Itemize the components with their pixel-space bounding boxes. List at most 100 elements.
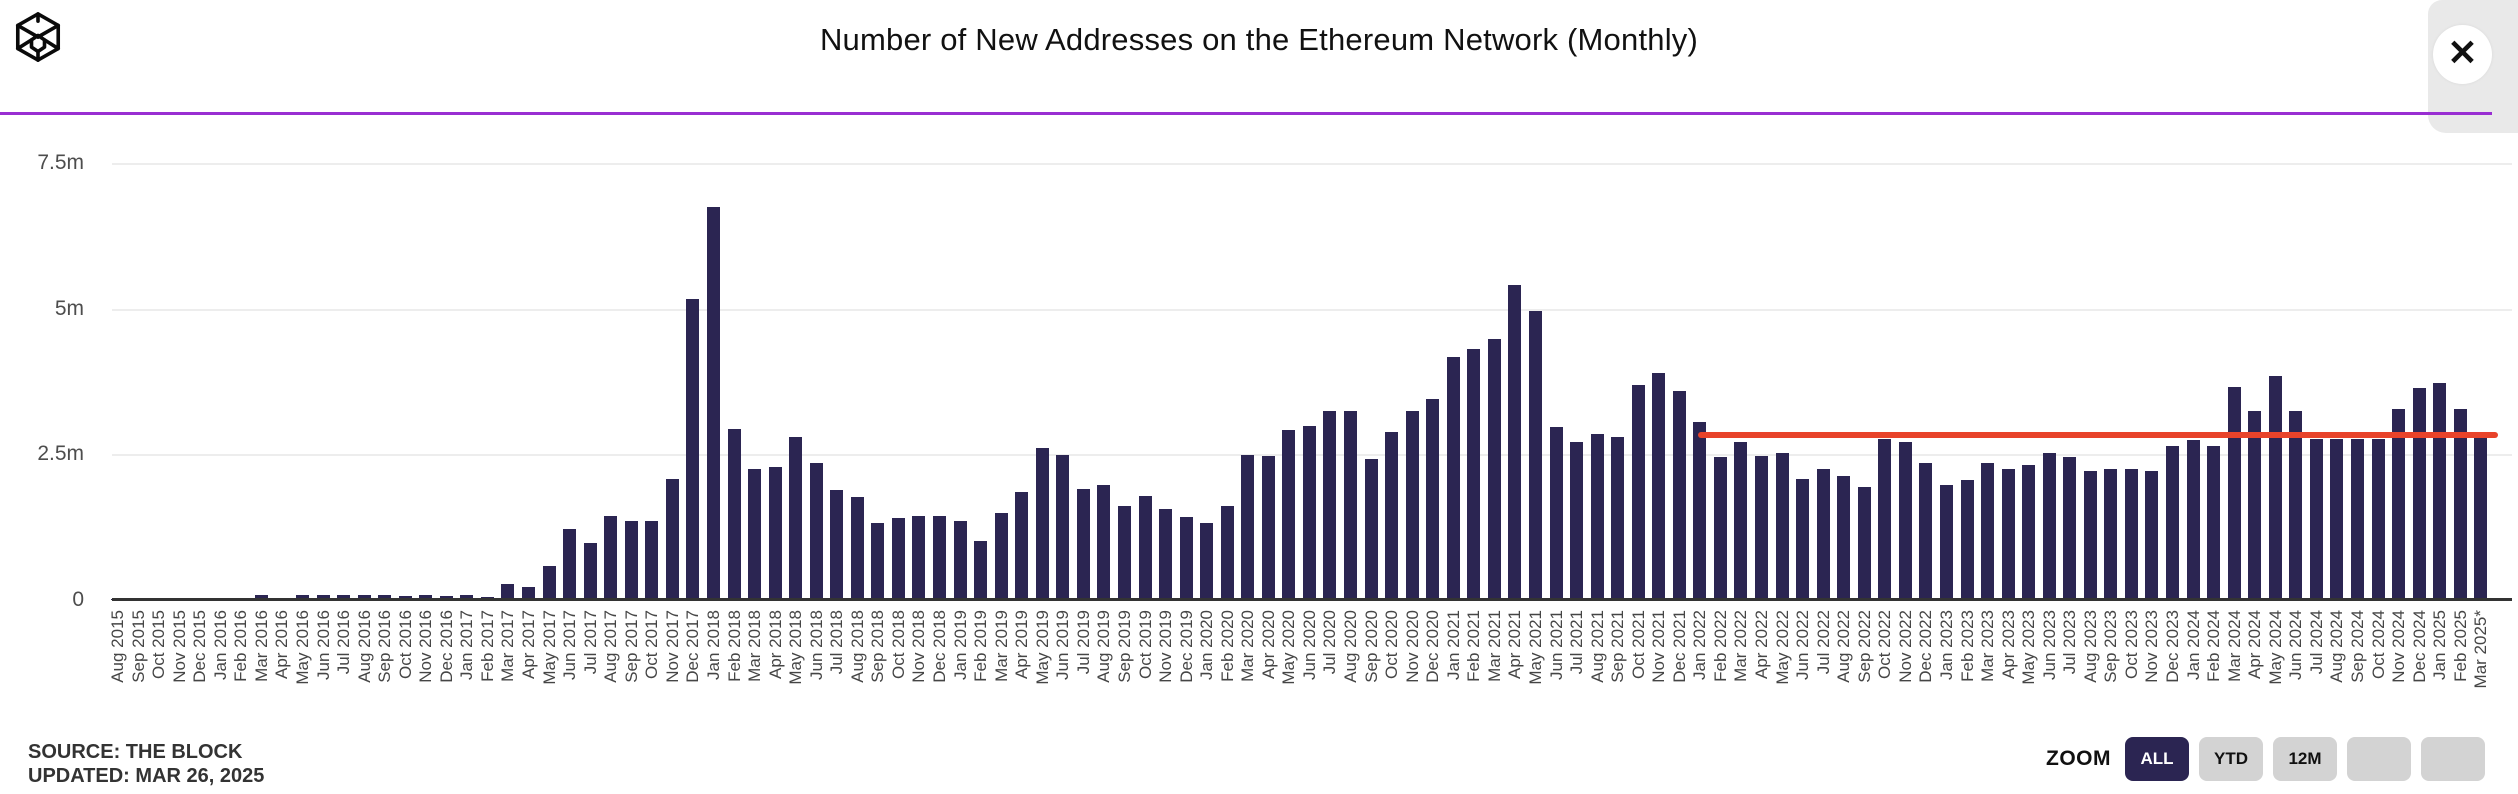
bar[interactable] xyxy=(706,207,720,600)
bar[interactable] xyxy=(1590,434,1604,600)
bar[interactable] xyxy=(1898,442,1912,600)
bar[interactable] xyxy=(1261,455,1275,600)
bar[interactable] xyxy=(1857,487,1871,600)
bar[interactable] xyxy=(2350,439,2364,600)
bar[interactable] xyxy=(1344,411,1357,600)
bar[interactable] xyxy=(1939,484,1953,600)
close-button[interactable]: ✕ xyxy=(2433,25,2492,84)
bar[interactable] xyxy=(542,565,556,600)
bar[interactable] xyxy=(830,490,844,600)
bar[interactable] xyxy=(316,594,330,600)
zoom-range-button-12m[interactable]: 12M xyxy=(2273,737,2337,781)
bar[interactable] xyxy=(398,595,412,600)
bar[interactable] xyxy=(1611,436,1625,600)
bar[interactable] xyxy=(1816,468,1830,600)
bar[interactable] xyxy=(1960,480,1974,600)
bar[interactable] xyxy=(1919,462,1933,600)
bar[interactable] xyxy=(1302,426,1316,600)
bar[interactable] xyxy=(1508,284,1522,600)
bar[interactable] xyxy=(1570,442,1584,600)
bar[interactable] xyxy=(1981,462,1995,600)
bar[interactable] xyxy=(1631,384,1645,600)
bar[interactable] xyxy=(2166,445,2179,600)
bar[interactable] xyxy=(1282,430,1296,600)
bar[interactable] xyxy=(1755,455,1768,600)
zoom-range-button-blank[interactable] xyxy=(2421,737,2485,781)
bar[interactable] xyxy=(871,523,885,600)
bar[interactable] xyxy=(295,595,309,600)
bar[interactable] xyxy=(2227,386,2241,600)
bar[interactable] xyxy=(1159,509,1173,600)
bar[interactable] xyxy=(2124,468,2138,600)
bar[interactable] xyxy=(1097,484,1111,600)
bar[interactable] xyxy=(1323,411,1337,600)
bar[interactable] xyxy=(460,595,474,600)
bar[interactable] xyxy=(809,462,823,600)
bar[interactable] xyxy=(1364,458,1378,600)
bar[interactable] xyxy=(953,521,967,600)
bar[interactable] xyxy=(2042,453,2056,600)
bar[interactable] xyxy=(748,468,762,600)
bar[interactable] xyxy=(337,595,351,600)
bar[interactable] xyxy=(1385,432,1399,600)
bar[interactable] xyxy=(583,542,597,600)
bar[interactable] xyxy=(2104,468,2118,600)
bar[interactable] xyxy=(768,467,782,600)
bar[interactable] xyxy=(2392,408,2406,600)
bar[interactable] xyxy=(727,429,741,600)
bar[interactable] xyxy=(1076,488,1090,600)
bar[interactable] xyxy=(378,595,392,600)
bar[interactable] xyxy=(994,513,1008,600)
bar[interactable] xyxy=(624,520,638,600)
bar[interactable] xyxy=(2063,457,2077,600)
bar[interactable] xyxy=(1878,439,1892,600)
bar[interactable] xyxy=(1775,452,1789,600)
bar[interactable] xyxy=(563,528,577,600)
bar[interactable] xyxy=(2412,388,2426,600)
bar[interactable] xyxy=(1693,422,1707,600)
bar[interactable] xyxy=(789,436,803,600)
bar[interactable] xyxy=(1796,478,1810,600)
bar[interactable] xyxy=(1241,454,1255,600)
bar[interactable] xyxy=(1426,398,1440,600)
bar[interactable] xyxy=(1734,442,1748,600)
bar[interactable] xyxy=(1035,447,1049,600)
bar[interactable] xyxy=(1672,391,1686,600)
bar[interactable] xyxy=(2453,408,2467,600)
bar[interactable] xyxy=(665,478,679,600)
bar[interactable] xyxy=(1117,506,1131,600)
bar[interactable] xyxy=(1200,523,1214,600)
bar[interactable] xyxy=(2330,439,2344,600)
bar[interactable] xyxy=(439,595,453,600)
bar[interactable] xyxy=(645,520,659,600)
bar[interactable] xyxy=(1528,310,1542,600)
bar[interactable] xyxy=(850,496,864,600)
bar[interactable] xyxy=(1446,356,1460,600)
bar[interactable] xyxy=(604,516,618,600)
bar[interactable] xyxy=(1405,410,1419,600)
bar[interactable] xyxy=(2001,469,2015,600)
bar[interactable] xyxy=(1015,492,1029,600)
bar[interactable] xyxy=(2474,436,2488,600)
bar[interactable] xyxy=(357,595,371,600)
bar[interactable] xyxy=(1179,517,1193,600)
bar[interactable] xyxy=(1220,506,1234,600)
bar[interactable] xyxy=(254,595,268,600)
bar[interactable] xyxy=(912,516,926,600)
bar[interactable] xyxy=(522,586,535,600)
bar[interactable] xyxy=(1652,372,1666,600)
bar[interactable] xyxy=(2268,376,2282,600)
bar[interactable] xyxy=(891,518,905,600)
bar[interactable] xyxy=(1713,457,1727,600)
bar[interactable] xyxy=(1549,426,1563,600)
bar[interactable] xyxy=(1487,338,1501,600)
bar[interactable] xyxy=(501,583,515,600)
bar[interactable] xyxy=(2248,411,2262,600)
bar[interactable] xyxy=(2309,439,2323,600)
bar[interactable] xyxy=(2083,470,2097,600)
bar[interactable] xyxy=(1138,496,1152,600)
bar[interactable] xyxy=(2433,383,2447,600)
bar[interactable] xyxy=(2186,439,2200,600)
bar[interactable] xyxy=(2207,445,2221,600)
bar[interactable] xyxy=(974,540,988,600)
